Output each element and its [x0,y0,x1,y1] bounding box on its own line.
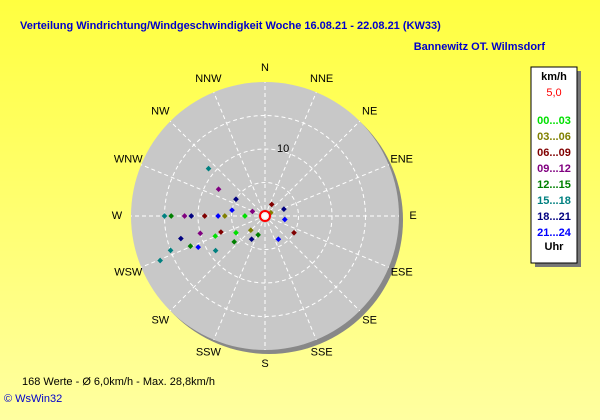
legend-entry: 15...18 [537,195,571,207]
grid-circle [197,148,333,284]
spoke [169,120,266,217]
data-point [197,230,204,237]
direction-label: ENE [390,153,413,165]
legend-value: 5,0 [546,87,561,99]
direction-label: SSW [196,347,222,359]
data-point [221,213,228,219]
direction-label: E [409,210,416,222]
data-point [247,227,254,234]
spoke [264,92,317,217]
data-point [255,232,261,238]
chart-subtitle: Bannewitz OT. Wilmsdorf [414,41,546,53]
legend-box [530,66,578,264]
legend-entry: 06...09 [537,147,571,159]
direction-label: W [112,210,123,222]
direction-label: SSE [311,347,333,359]
data-point [242,213,248,219]
data-point [281,206,287,212]
data-point [201,213,208,219]
direction-label: NE [362,105,377,117]
data-point [181,213,188,219]
data-point [215,186,222,193]
direction-label: N [261,62,269,74]
data-point [157,257,163,264]
data-point [178,235,184,242]
legend-entry: 09...12 [537,163,571,175]
legend-unit: km/h [541,71,567,83]
spoke [264,215,389,268]
credit: © WsWin32 [4,393,62,405]
data-point [215,213,221,219]
data-point [233,229,239,236]
data-point [195,244,202,250]
direction-label: WNW [114,153,143,165]
data-point [218,229,224,235]
legend-footer: Uhr [545,241,565,253]
data-point [212,247,219,254]
data-point [275,236,282,243]
data-point [168,213,175,219]
data-point [248,236,255,243]
spoke [213,215,266,340]
direction-label: NW [151,105,170,117]
spoke [264,164,389,217]
direction-label: S [261,358,268,370]
center-marker [259,210,271,222]
direction-label: NNE [310,73,333,85]
footer: 168 Werte - Ø 6,0km/h - Max. 28,8km/h [22,376,215,388]
legend-entry: 12...15 [537,179,571,191]
data-point [233,196,239,203]
data-point [161,213,168,219]
direction-label: SE [362,315,377,327]
spoke [141,164,266,217]
data-point [281,216,288,223]
data-point [249,208,256,215]
direction-label: WSW [114,267,143,279]
data-point [212,233,219,239]
data-point [231,239,238,245]
data-point [291,229,297,236]
legend-entry: 03...06 [537,131,571,143]
legend-entry: 18...21 [537,211,571,223]
data-point [188,213,195,219]
spoke [169,215,266,312]
chart-title: Verteilung Windrichtung/Windgeschwindigk… [20,20,441,32]
data-point [229,207,235,214]
direction-label: NNW [195,73,222,85]
legend-entry: 21...24 [537,227,572,239]
spoke [141,215,266,268]
direction-label: SW [151,315,169,327]
data-point [187,243,194,249]
r-tick-label: 10 [277,143,289,155]
data-point [167,247,174,254]
legend-entry: 00...03 [537,115,571,127]
data-point [268,201,275,208]
data-point [205,165,212,172]
grid-circle [231,182,299,250]
direction-label: ESE [391,267,413,279]
